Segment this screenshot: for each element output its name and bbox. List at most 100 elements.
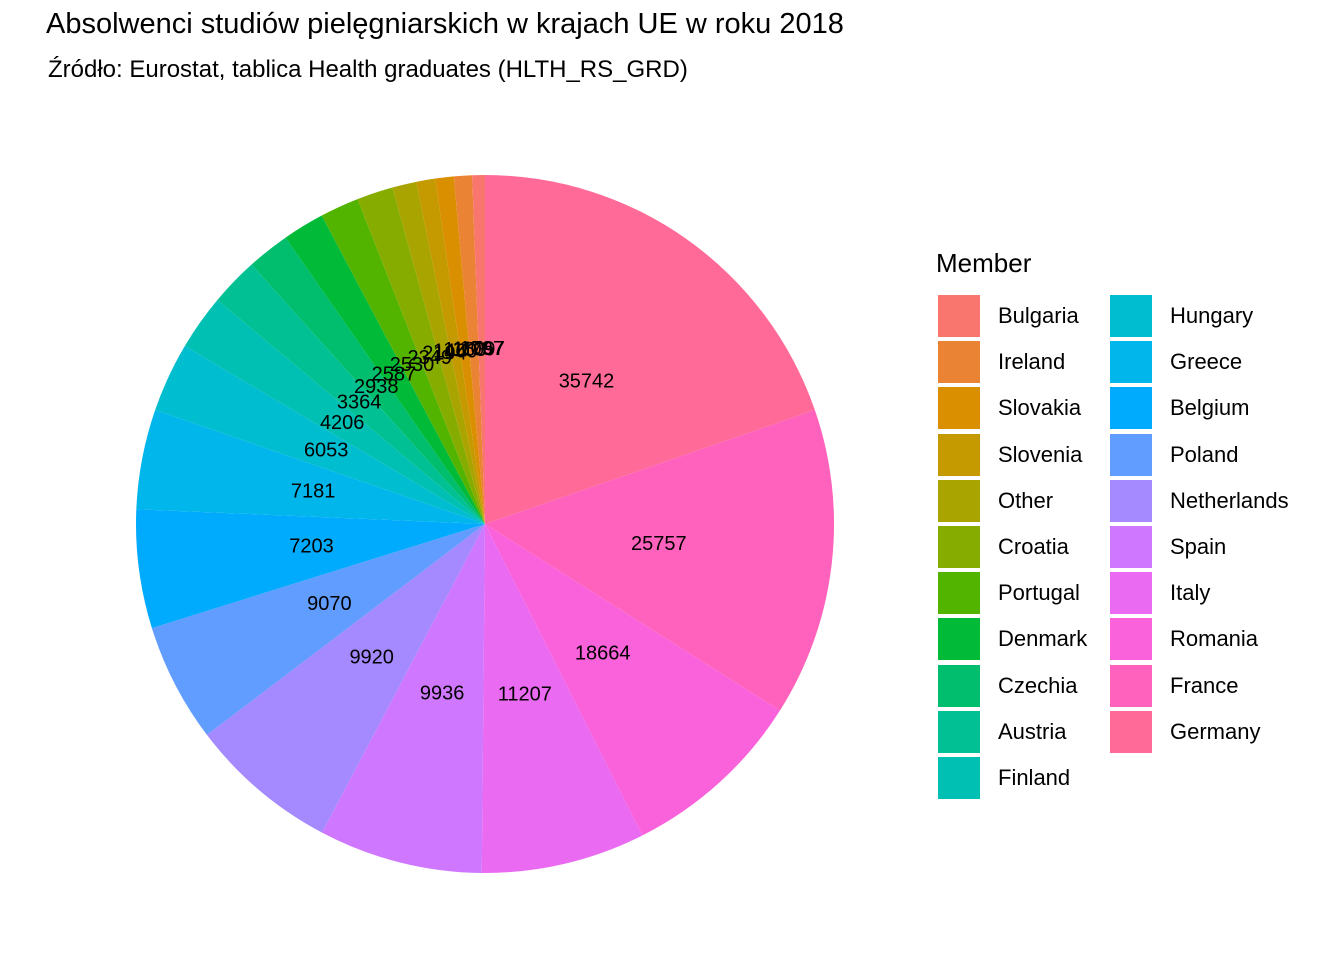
legend-label: Slovenia <box>998 441 1083 467</box>
legend-key <box>938 433 980 476</box>
legend-label: Slovakia <box>998 395 1082 421</box>
legend-label: Poland <box>1170 441 1239 467</box>
legend-key <box>938 295 980 337</box>
pie-slice-slovenia <box>416 178 485 524</box>
legend-title: Member <box>936 248 1032 278</box>
legend-key <box>1110 341 1152 384</box>
pie-slice-netherlands <box>206 524 485 833</box>
legend-key <box>1110 618 1152 661</box>
legend-item-spain: Spain <box>1110 524 1226 570</box>
slice-value-label: 9936 <box>420 683 465 705</box>
slice-value-label: 2587 <box>372 364 417 386</box>
legend-key <box>938 387 980 430</box>
legend-key <box>938 341 980 384</box>
pie-slice-denmark <box>285 215 485 525</box>
legend-item-germany: Germany <box>1110 709 1260 755</box>
legend-item-denmark: Denmark <box>938 616 1087 662</box>
legend-key <box>938 757 980 799</box>
legend-item-other: Other <box>938 478 1053 524</box>
chart-title: Absolwenci studiów pielęgniarskich w kra… <box>46 8 844 40</box>
slice-value-label: 7181 <box>291 480 336 502</box>
legend-item-austria: Austria <box>938 709 1066 755</box>
slice-value-label: 2194 <box>422 343 467 365</box>
legend-label: Bulgaria <box>998 303 1079 328</box>
legend-label: Portugal <box>998 580 1080 606</box>
legend-item-croatia: Croatia <box>938 524 1069 570</box>
legend-item-czechia: Czechia <box>938 663 1077 709</box>
slice-value-label: 25757 <box>631 533 687 555</box>
legend-label: Ireland <box>998 349 1066 375</box>
legend-item-hungary: Hungary <box>1110 293 1253 339</box>
pie-slice-poland <box>151 524 485 735</box>
slice-value-label: 3364 <box>337 392 382 414</box>
slice-value-label: 1460 <box>433 341 478 363</box>
legend-label: Germany <box>1170 718 1261 744</box>
slice-value-label: 9070 <box>307 593 352 615</box>
pie-slice-romania <box>485 524 780 836</box>
pie-slice-finland <box>184 299 485 524</box>
pie-slice-austria <box>217 264 485 524</box>
legend-key <box>1110 572 1152 615</box>
legend-item-finland: Finland <box>938 755 1070 801</box>
legend-key <box>1110 433 1152 476</box>
pie-slice-greece <box>136 409 485 524</box>
legend-key <box>938 618 980 661</box>
legend-label: Netherlands <box>1170 487 1289 513</box>
legend-item-portugal: Portugal <box>938 570 1080 616</box>
slice-value-label: 7203 <box>289 536 334 558</box>
legend-key <box>938 710 980 753</box>
slice-value-label: 18664 <box>575 643 631 665</box>
pie-slice-croatia <box>357 187 485 524</box>
legend-item-poland: Poland <box>1110 432 1239 478</box>
chart-subtitle: Źródło: Eurostat, tablica Health graduat… <box>48 56 688 83</box>
pie-slice-spain <box>322 524 485 873</box>
slice-value-label: 35742 <box>559 371 615 393</box>
pie-slice-ireland <box>453 175 485 525</box>
legend-item-greece: Greece <box>1110 339 1242 385</box>
legend-item-slovakia: Slovakia <box>938 385 1081 431</box>
legend-key <box>938 664 980 707</box>
legend-label: Greece <box>1170 349 1243 375</box>
pie-slice-bulgaria <box>472 175 485 524</box>
pie-slice-hungary <box>155 345 485 524</box>
pie-slice-belgium <box>135 509 485 629</box>
legend-item-romania: Romania <box>1110 616 1258 662</box>
slice-value-label: 9920 <box>349 646 394 668</box>
slice-value-label: 767 <box>472 338 505 360</box>
legend-item-belgium: Belgium <box>1110 385 1249 431</box>
pie-slice-france <box>485 409 835 711</box>
legend-item-ireland: Ireland <box>938 339 1065 385</box>
legend-item-france: France <box>1110 663 1238 709</box>
legend-key <box>1110 387 1152 430</box>
pie-slice-other <box>392 181 485 524</box>
slice-value-label: 1153 <box>443 339 486 361</box>
pie-slice-germany <box>485 175 815 524</box>
slice-value-label: 6053 <box>304 439 349 461</box>
pie-slice-czechia <box>251 237 485 525</box>
slice-value-label: 11207 <box>498 683 552 705</box>
legend-label: Spain <box>1170 534 1227 559</box>
legend-item-slovenia: Slovenia <box>938 432 1082 478</box>
legend-key <box>1110 479 1152 522</box>
legend-label: Other <box>998 487 1054 513</box>
legend-key <box>1110 710 1152 753</box>
legend-label: Austria <box>998 718 1067 744</box>
legend-key <box>1110 526 1152 568</box>
slice-value-label: 4206 <box>320 412 365 434</box>
slice-value-label: 1097 <box>460 338 505 360</box>
slice-value-label: 2938 <box>354 376 399 398</box>
legend-label: Czechia <box>998 672 1078 698</box>
slice-value-label: 1109 <box>452 338 495 360</box>
legend-key <box>1110 664 1152 707</box>
legend-item-italy: Italy <box>1110 570 1210 616</box>
pie-slice-portugal <box>321 199 485 525</box>
legend-label: Hungary <box>1170 303 1254 328</box>
legend-label: Romania <box>1170 626 1259 652</box>
legend-key <box>938 479 980 522</box>
legend-item-bulgaria: Bulgaria <box>938 293 1079 339</box>
slice-value-label: 2530 <box>390 354 435 376</box>
legend-label: Finland <box>998 765 1071 790</box>
legend-label: Denmark <box>998 626 1088 652</box>
legend-key <box>938 572 980 615</box>
